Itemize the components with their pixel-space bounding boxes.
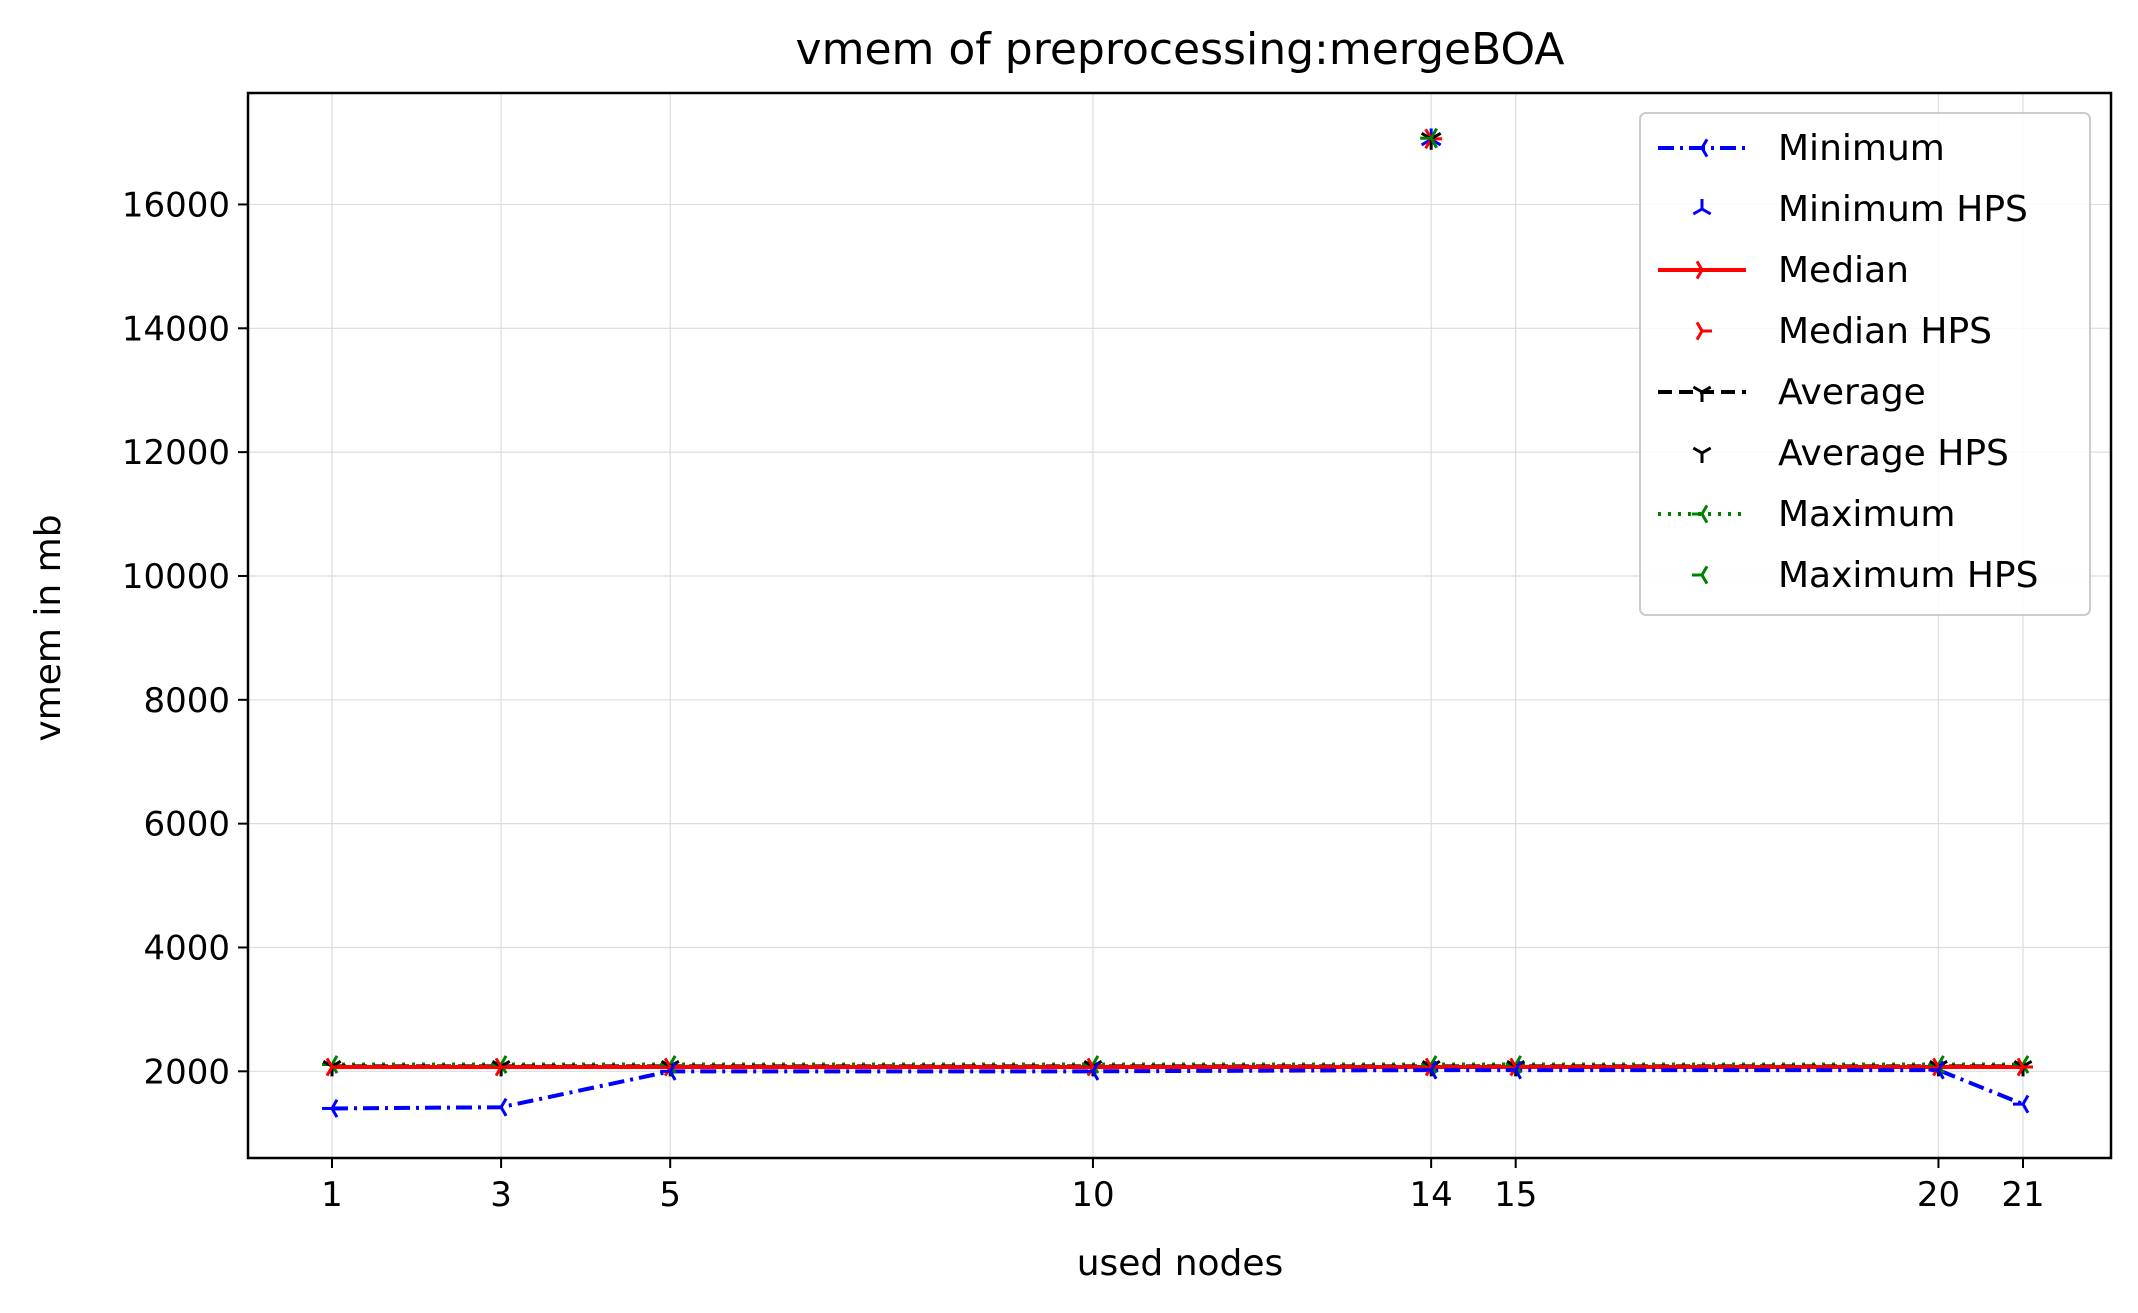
data-point-minimum [1505, 1060, 1522, 1080]
plot-area-frame [246, 91, 2113, 1160]
data-point-minimum [2013, 1094, 2030, 1114]
legend-label: Maximum HPS [1778, 555, 2038, 596]
legend-item: Minimum HPS [1692, 189, 2028, 230]
x-tick-label: 15 [1494, 1175, 1537, 1215]
legend-marker [1692, 138, 1709, 158]
legend-label: Minimum [1778, 128, 1945, 169]
data-point-minimum [322, 1099, 339, 1118]
legend-item: Median HPS [1695, 311, 1992, 352]
legend-item: Median [1658, 250, 1909, 291]
hps-point-maximum-hps [1420, 127, 1438, 149]
y-axis-label: vmem in mb [28, 514, 69, 741]
y-tick-label: 12000 [122, 433, 230, 473]
x-tick-label: 14 [1410, 1175, 1453, 1215]
x-tick-label: 10 [1071, 1175, 1114, 1215]
y-tick-label: 2000 [143, 1052, 230, 1092]
legend-marker [1692, 385, 1712, 402]
data-point-median [325, 1057, 342, 1077]
legend-label: Average HPS [1778, 433, 2009, 474]
chart-title: vmem of preprocessing:mergeBOA [796, 24, 1565, 75]
legend-label: Median [1778, 250, 1909, 291]
legend-item: Average HPS [1692, 433, 2009, 474]
legend-marker [1692, 565, 1709, 585]
legend: Minimum Minimum HPS Median Median HPS Averag… [1639, 112, 2091, 616]
legend-label: Median HPS [1778, 311, 1992, 352]
legend-marker [1692, 446, 1712, 463]
legend-marker [1692, 504, 1709, 524]
data-point-median [2016, 1057, 2033, 1077]
data-point-median [494, 1057, 512, 1077]
x-tick-label: 20 [1917, 1175, 1960, 1215]
x-tick-label: 1 [321, 1175, 343, 1215]
legend-item: Minimum [1658, 128, 1945, 169]
legend-item: Maximum [1658, 494, 1955, 535]
axes: 1 3 5 10 14 15 20 21 2000 4000 6000 8000 10000 12000 1… [122, 185, 2045, 1215]
series-line-minimum [331, 1068, 2024, 1111]
x-tick-label: 21 [2001, 1175, 2044, 1215]
y-tick-label: 6000 [143, 805, 230, 845]
legend-marker [1695, 321, 1712, 341]
data-point-minimum [660, 1061, 677, 1081]
y-tick-label: 8000 [143, 681, 230, 721]
legend-item: Maximum HPS [1692, 555, 2038, 596]
data-point-minimum [491, 1097, 508, 1117]
legend-marker [1695, 260, 1712, 280]
y-tick-label: 10000 [122, 557, 230, 597]
y-tick-label: 4000 [143, 928, 230, 968]
series-layer [322, 127, 2033, 1118]
x-axis-label: used nodes [1077, 1243, 1284, 1284]
data-point-minimum [1421, 1060, 1438, 1080]
legend-marker [1692, 199, 1712, 216]
data-point-minimum [1928, 1060, 1945, 1080]
legend-label: Minimum HPS [1778, 189, 2028, 230]
legend-item: Average [1658, 372, 1926, 413]
x-tick-label: 3 [490, 1175, 512, 1215]
y-tick-label: 16000 [122, 185, 230, 225]
legend-box [1639, 112, 2091, 616]
legend-label: Maximum [1778, 494, 1955, 535]
legend-label: Average [1778, 372, 1926, 413]
x-tick-label: 5 [659, 1175, 681, 1215]
y-tick-label: 14000 [122, 309, 230, 349]
data-point-minimum [1082, 1061, 1100, 1081]
